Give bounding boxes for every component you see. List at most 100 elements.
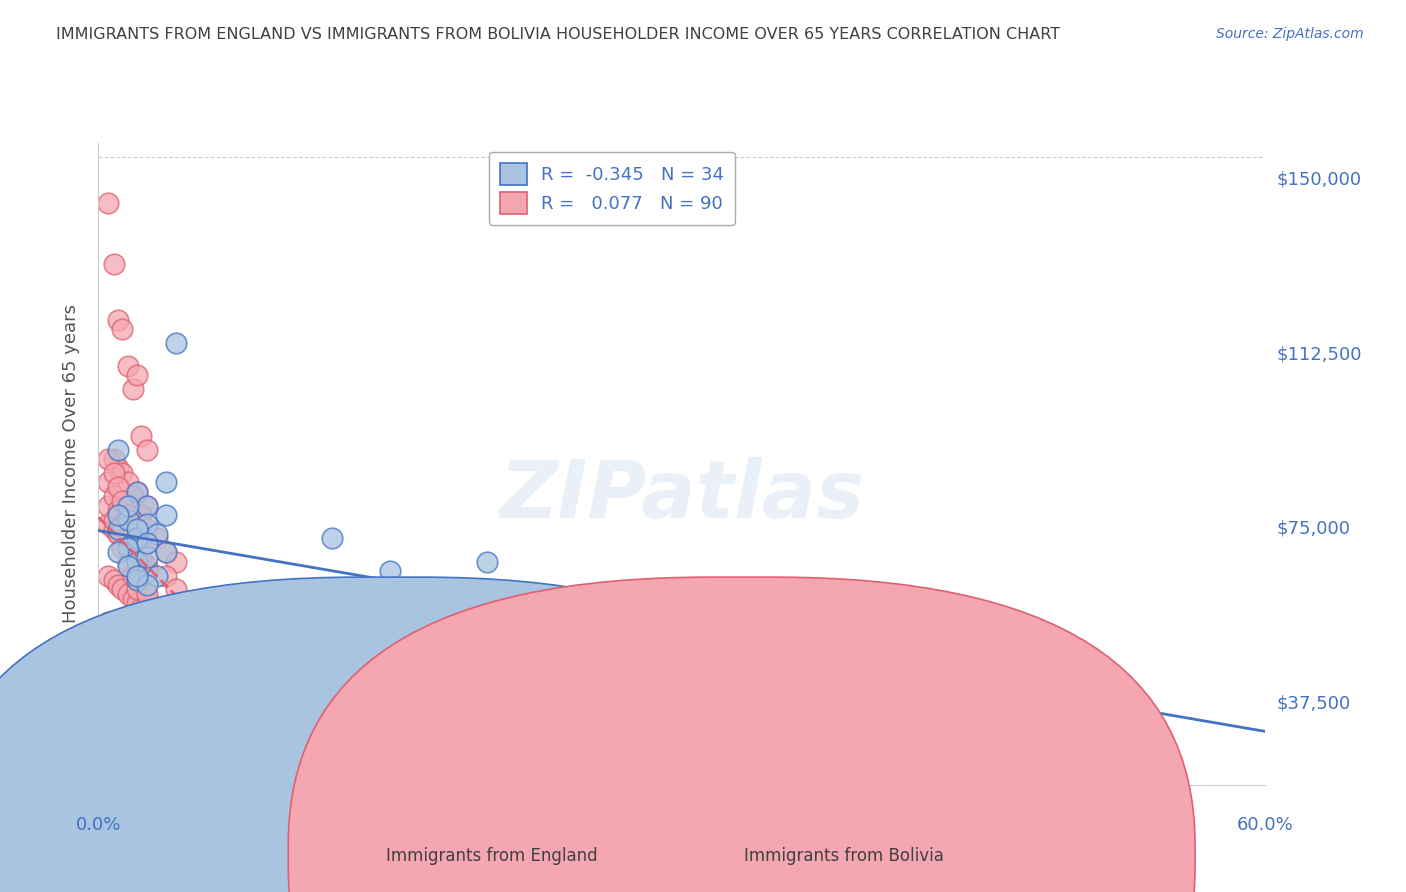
Point [117, 359, 139, 373]
Text: 0.0%: 0.0% [76, 816, 121, 834]
Point [136, 499, 159, 513]
Point [129, 429, 152, 443]
Text: 60.0%: 60.0% [1237, 816, 1294, 834]
Point [97, 657, 120, 671]
Point [136, 536, 159, 550]
Point [477, 555, 499, 569]
Point [136, 559, 159, 574]
Point [129, 555, 152, 569]
Point [97, 615, 120, 629]
Point [97, 568, 120, 582]
Point [321, 531, 343, 545]
Point [117, 587, 139, 601]
Point [136, 578, 159, 592]
Point [127, 573, 149, 587]
Point [111, 494, 134, 508]
Point [107, 461, 129, 475]
Point [155, 615, 177, 629]
Point [378, 564, 402, 578]
Point [107, 480, 129, 494]
Point [165, 335, 187, 350]
Point [127, 731, 149, 746]
Point [129, 601, 152, 615]
Point [111, 322, 134, 336]
Point [117, 513, 139, 527]
Point [97, 694, 120, 708]
Point [127, 685, 149, 699]
Point [127, 531, 149, 545]
Point [111, 629, 134, 643]
Text: Immigrants from England: Immigrants from England [387, 847, 598, 865]
Point [122, 541, 145, 555]
Point [107, 578, 129, 592]
Point [111, 517, 134, 532]
Point [111, 541, 134, 555]
Point [127, 559, 149, 574]
Point [127, 522, 149, 536]
Point [127, 536, 149, 550]
Point [107, 312, 129, 326]
Point [146, 568, 169, 582]
Point [117, 541, 139, 555]
Point [122, 680, 145, 694]
Point [97, 499, 120, 513]
Point [243, 662, 266, 676]
Point [127, 568, 149, 582]
Point [146, 601, 169, 615]
Point [111, 531, 134, 545]
Point [127, 545, 149, 559]
Point [127, 555, 149, 569]
Point [136, 549, 159, 564]
Point [136, 606, 159, 620]
Point [117, 559, 139, 574]
Point [107, 666, 129, 681]
Point [165, 582, 187, 597]
Point [103, 620, 125, 634]
Point [122, 638, 145, 652]
Point [155, 508, 177, 522]
Point [155, 545, 177, 559]
Point [117, 536, 139, 550]
Point [103, 490, 125, 504]
Point [97, 452, 120, 467]
Point [117, 499, 139, 513]
Text: $112,500: $112,500 [1277, 345, 1362, 363]
Point [136, 522, 159, 536]
Point [574, 606, 596, 620]
Point [107, 508, 129, 522]
Point [155, 545, 177, 559]
Point [136, 587, 159, 601]
Point [127, 368, 149, 383]
Point [136, 517, 159, 532]
Point [97, 517, 120, 532]
Text: $75,000: $75,000 [1277, 520, 1351, 538]
Point [122, 591, 145, 606]
Point [103, 466, 125, 480]
Point [107, 624, 129, 639]
Point [136, 638, 159, 652]
Point [165, 624, 187, 639]
Point [136, 591, 159, 606]
Point [122, 522, 145, 536]
Text: IMMIGRANTS FROM ENGLAND VS IMMIGRANTS FROM BOLIVIA HOUSEHOLDER INCOME OVER 65 YE: IMMIGRANTS FROM ENGLAND VS IMMIGRANTS FR… [56, 27, 1060, 42]
Point [103, 573, 125, 587]
Point [107, 526, 129, 541]
Point [437, 615, 460, 629]
Point [122, 383, 145, 397]
Point [97, 475, 120, 490]
Point [122, 490, 145, 504]
Point [97, 196, 120, 211]
Text: $150,000: $150,000 [1277, 171, 1361, 189]
Point [117, 675, 139, 690]
Point [127, 484, 149, 499]
Point [103, 513, 125, 527]
Text: Immigrants from Bolivia: Immigrants from Bolivia [744, 847, 943, 865]
Text: Source: ZipAtlas.com: Source: ZipAtlas.com [1216, 27, 1364, 41]
Point [136, 499, 159, 513]
Point [146, 526, 169, 541]
Point [111, 466, 134, 480]
Point [136, 652, 159, 666]
Point [111, 582, 134, 597]
Point [107, 522, 129, 536]
Point [117, 508, 139, 522]
